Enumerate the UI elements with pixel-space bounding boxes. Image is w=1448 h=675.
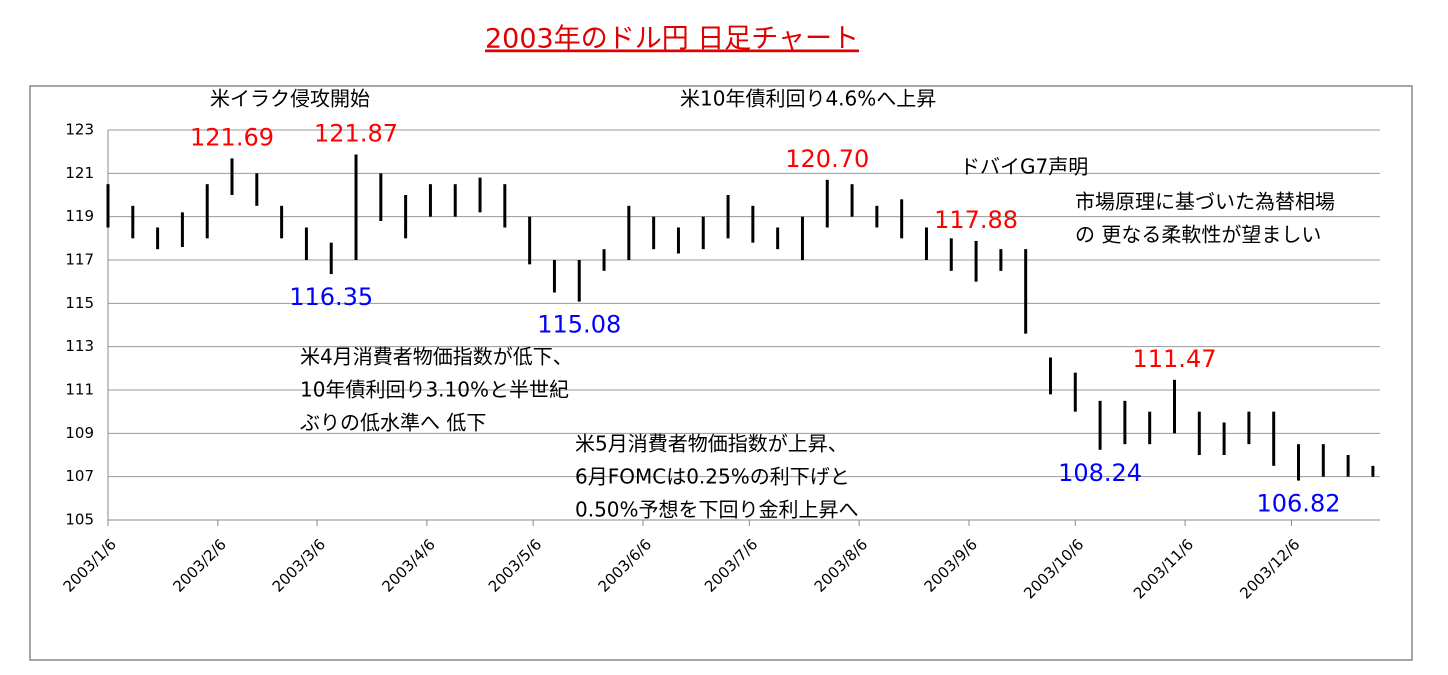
x-tick-label: 2003/1/6 <box>60 535 120 595</box>
price-label: 115.08 <box>537 311 621 339</box>
x-tick-label: 2003/4/6 <box>379 535 439 595</box>
chart-title: 2003年のドル円 日足チャート <box>485 24 859 55</box>
x-tick-label: 2003/6/6 <box>595 535 655 595</box>
x-tick-label: 2003/5/6 <box>485 535 545 595</box>
annotation: 米5月消費者物価指数が上昇、 <box>575 432 848 456</box>
y-tick-label: 117 <box>65 251 94 269</box>
y-tick-label: 123 <box>65 121 94 139</box>
y-tick-label: 109 <box>65 424 94 442</box>
price-label: 106.82 <box>1257 490 1341 518</box>
x-tick-label: 2003/3/6 <box>269 535 329 595</box>
x-tick-label: 2003/9/6 <box>921 535 981 595</box>
y-tick-label: 121 <box>65 164 94 182</box>
x-tick-label: 2003/2/6 <box>169 535 229 595</box>
annotation: 6月FOMCは0.25%の利下げと <box>575 465 850 489</box>
price-label: 111.47 <box>1133 345 1217 373</box>
annotation: 米10年債利回り4.6%へ上昇 <box>680 87 936 111</box>
x-tick-label: 2003/7/6 <box>701 535 761 595</box>
y-tick-label: 115 <box>65 294 94 312</box>
y-tick-label: 105 <box>65 511 94 529</box>
x-tick-label: 2003/10/6 <box>1020 535 1087 602</box>
annotation: 10年債利回り3.10%と半世紀 <box>300 378 569 402</box>
price-label: 108.24 <box>1058 459 1142 487</box>
price-label: 121.87 <box>314 119 398 147</box>
y-tick-label: 113 <box>65 337 94 355</box>
x-tick-label: 2003/12/6 <box>1236 535 1303 602</box>
chart-frame <box>29 85 1413 661</box>
annotation: 0.50%予想を下回り金利上昇へ <box>575 498 859 522</box>
annotation: の 更なる柔軟性が望ましい <box>1075 223 1321 247</box>
annotation: ぶりの低水準へ 低下 <box>300 411 486 435</box>
x-tick-label: 2003/11/6 <box>1130 535 1197 602</box>
price-label: 117.88 <box>934 206 1018 234</box>
y-tick-label: 111 <box>65 381 94 399</box>
annotation: 米4月消費者物価指数が低下、 <box>300 345 573 369</box>
price-label: 121.69 <box>190 123 274 151</box>
y-tick-label: 119 <box>65 207 94 225</box>
annotation: 米イラク侵攻開始 <box>210 87 370 111</box>
y-tick-label: 107 <box>65 467 94 485</box>
annotation: ドバイG7声明 <box>960 155 1088 179</box>
annotation: 市場原理に基づいた為替相場 <box>1075 190 1335 214</box>
price-label: 116.35 <box>289 283 373 311</box>
price-label: 120.70 <box>785 145 869 173</box>
x-tick-label: 2003/8/6 <box>811 535 871 595</box>
